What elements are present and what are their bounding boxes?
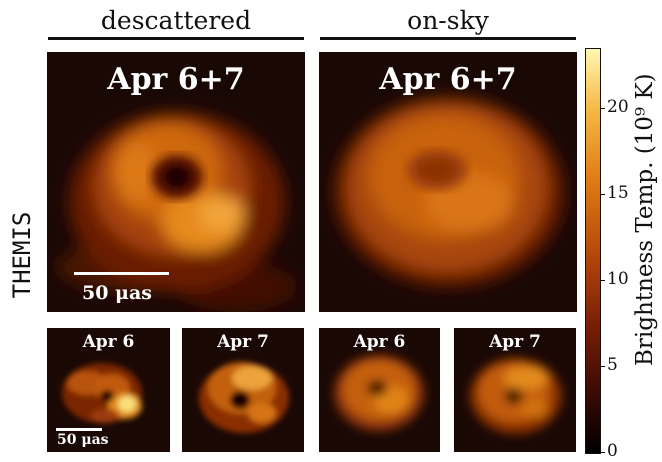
colorbar-tick-label: 10: [607, 269, 629, 290]
colorbar-tick-label: 0: [607, 441, 618, 461]
image-descattered-apr7: [182, 328, 304, 452]
panel-label: Apr 6+7: [379, 62, 517, 97]
image-descattered-apr6: [47, 328, 170, 452]
scale-bar-label: 50 μas: [57, 432, 109, 448]
panel-label: Apr 6+7: [107, 62, 245, 97]
panel-on-sky-apr7: Apr 7: [454, 328, 576, 452]
header-rule-right: [320, 37, 576, 40]
colorbar-title: Brightness Temp. (10⁹ K): [632, 73, 658, 366]
panel-descattered-apr6: Apr 6 50 μas: [47, 328, 170, 452]
header-on-sky: on-sky: [407, 6, 489, 35]
header-rule-left: [48, 37, 304, 40]
image-on-sky-apr6-7: [319, 52, 577, 312]
colorbar-gradient: [586, 49, 600, 453]
panel-descattered-apr6-7: Apr 6+7 50 μas: [47, 52, 305, 312]
panel-descattered-apr7: Apr 7: [182, 328, 304, 452]
scale-bar-label: 50 μas: [82, 282, 152, 304]
colorbar-tick-mark: [600, 194, 605, 196]
panel-label: Apr 7: [489, 332, 541, 352]
colorbar-tick-mark: [600, 366, 605, 368]
image-on-sky-apr6: [319, 328, 440, 452]
image-descattered-apr6-7: [47, 52, 305, 312]
panel-on-sky-apr6-7: Apr 6+7: [319, 52, 577, 312]
panel-label: Apr 6: [82, 332, 135, 352]
panel-on-sky-apr6: Apr 6: [319, 328, 440, 452]
scale-bar: [74, 272, 169, 275]
colorbar-tick-mark: [600, 280, 605, 282]
colorbar-tick-label: 20: [607, 97, 629, 118]
scale-bar: [56, 428, 102, 431]
panel-label: Apr 6: [353, 332, 406, 352]
image-on-sky-apr7: [454, 328, 576, 452]
colorbar-tick-mark: [600, 452, 605, 453]
colorbar-tick-label: 15: [607, 183, 629, 204]
header-descattered: descattered: [100, 6, 252, 35]
colorbar-tick-mark: [600, 108, 605, 110]
panel-label: Apr 7: [217, 332, 269, 352]
colorbar: [585, 48, 601, 454]
row-label-themis: THEMIS: [8, 211, 36, 299]
colorbar-tick-label: 5: [607, 355, 618, 376]
